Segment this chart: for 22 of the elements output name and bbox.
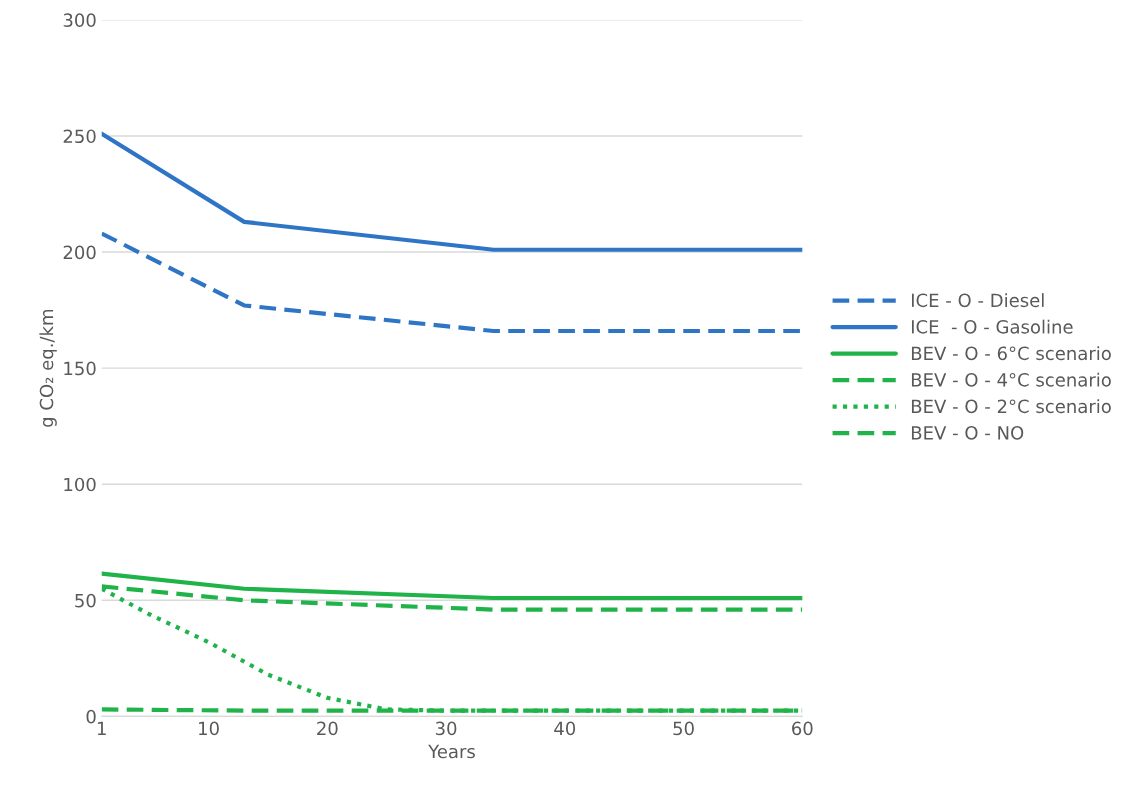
y-tick-label: 150 — [64, 361, 96, 376]
x-tick-label: 50 — [673, 721, 694, 736]
x-tick-label: 60 — [792, 721, 813, 736]
y-axis-title: g CO₂ eq./km — [39, 309, 57, 427]
y-tick-label: 300 — [63, 13, 96, 28]
legend-label: BEV - O - NO — [911, 425, 1024, 440]
legend-label: BEV - O - 6°C scenario — [911, 346, 1111, 361]
legend-label: ICE - O - Gasoline — [911, 319, 1073, 334]
y-tick-label: 0 — [86, 709, 96, 724]
x-axis-title: Years — [428, 744, 475, 759]
legend-label: ICE - O - Diesel — [911, 293, 1044, 308]
x-tick-label: 20 — [317, 721, 338, 736]
x-tick-label: 1 — [97, 721, 106, 735]
y-tick-label: 250 — [63, 129, 96, 144]
x-tick-label: 30 — [435, 721, 457, 736]
y-tick-label: 100 — [64, 477, 96, 492]
x-tick-label: 40 — [554, 721, 576, 736]
y-tick-label: 200 — [63, 245, 96, 260]
legend-label: BEV - O - 2°C scenario — [911, 399, 1111, 414]
y-tick-label: 50 — [75, 593, 96, 608]
x-tick-label: 10 — [199, 721, 219, 736]
legend-label: BEV - O - 4°C scenario — [911, 372, 1111, 387]
